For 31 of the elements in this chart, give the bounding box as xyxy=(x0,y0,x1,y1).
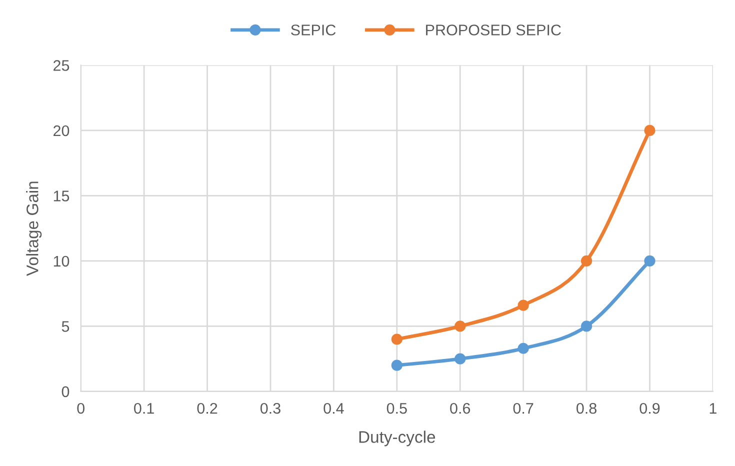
y-tick-label: 25 xyxy=(54,60,70,71)
x-tick-label: 0 xyxy=(77,402,84,414)
point xyxy=(644,124,656,136)
point xyxy=(644,255,656,267)
x-tick-label: 0.6 xyxy=(450,402,470,414)
x-tick-label: 0.2 xyxy=(197,402,218,414)
point xyxy=(518,342,529,354)
x-tick-label: 0.3 xyxy=(260,402,280,414)
y-tick-label: 20 xyxy=(54,125,70,136)
y-tick-label: 0 xyxy=(62,386,70,398)
x-tick-label: 1 xyxy=(710,403,716,414)
y-tick-label: 10 xyxy=(54,256,70,267)
point xyxy=(391,334,402,345)
y-tick-label: 15 xyxy=(54,190,70,202)
point xyxy=(454,320,466,332)
legend-label: PROPOSED SEPIC xyxy=(426,24,561,36)
y-tick-label: 5 xyxy=(62,321,70,332)
x-tick-label: 0.7 xyxy=(513,402,534,414)
legend-label: SEPIC xyxy=(291,24,336,36)
point xyxy=(391,360,402,371)
y-axis-title: Voltage Gain xyxy=(26,182,42,276)
x-axis-title: Duty-cycle xyxy=(359,430,436,446)
x-tick-label: 0.1 xyxy=(134,402,154,414)
x-tick-label: 0.9 xyxy=(640,402,660,414)
point xyxy=(454,353,466,364)
x-tick-label: 0.8 xyxy=(576,402,596,414)
x-tick-label: 0.5 xyxy=(386,402,407,414)
point xyxy=(580,255,592,267)
point xyxy=(580,320,592,332)
x-tick-label: 0.4 xyxy=(324,402,344,414)
point xyxy=(518,300,529,311)
